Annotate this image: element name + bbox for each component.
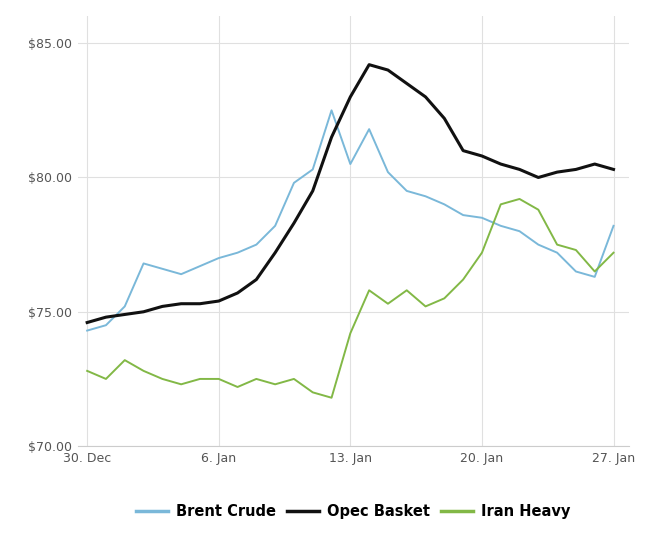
Legend: Brent Crude, Opec Basket, Iran Heavy: Brent Crude, Opec Basket, Iran Heavy xyxy=(130,498,576,525)
